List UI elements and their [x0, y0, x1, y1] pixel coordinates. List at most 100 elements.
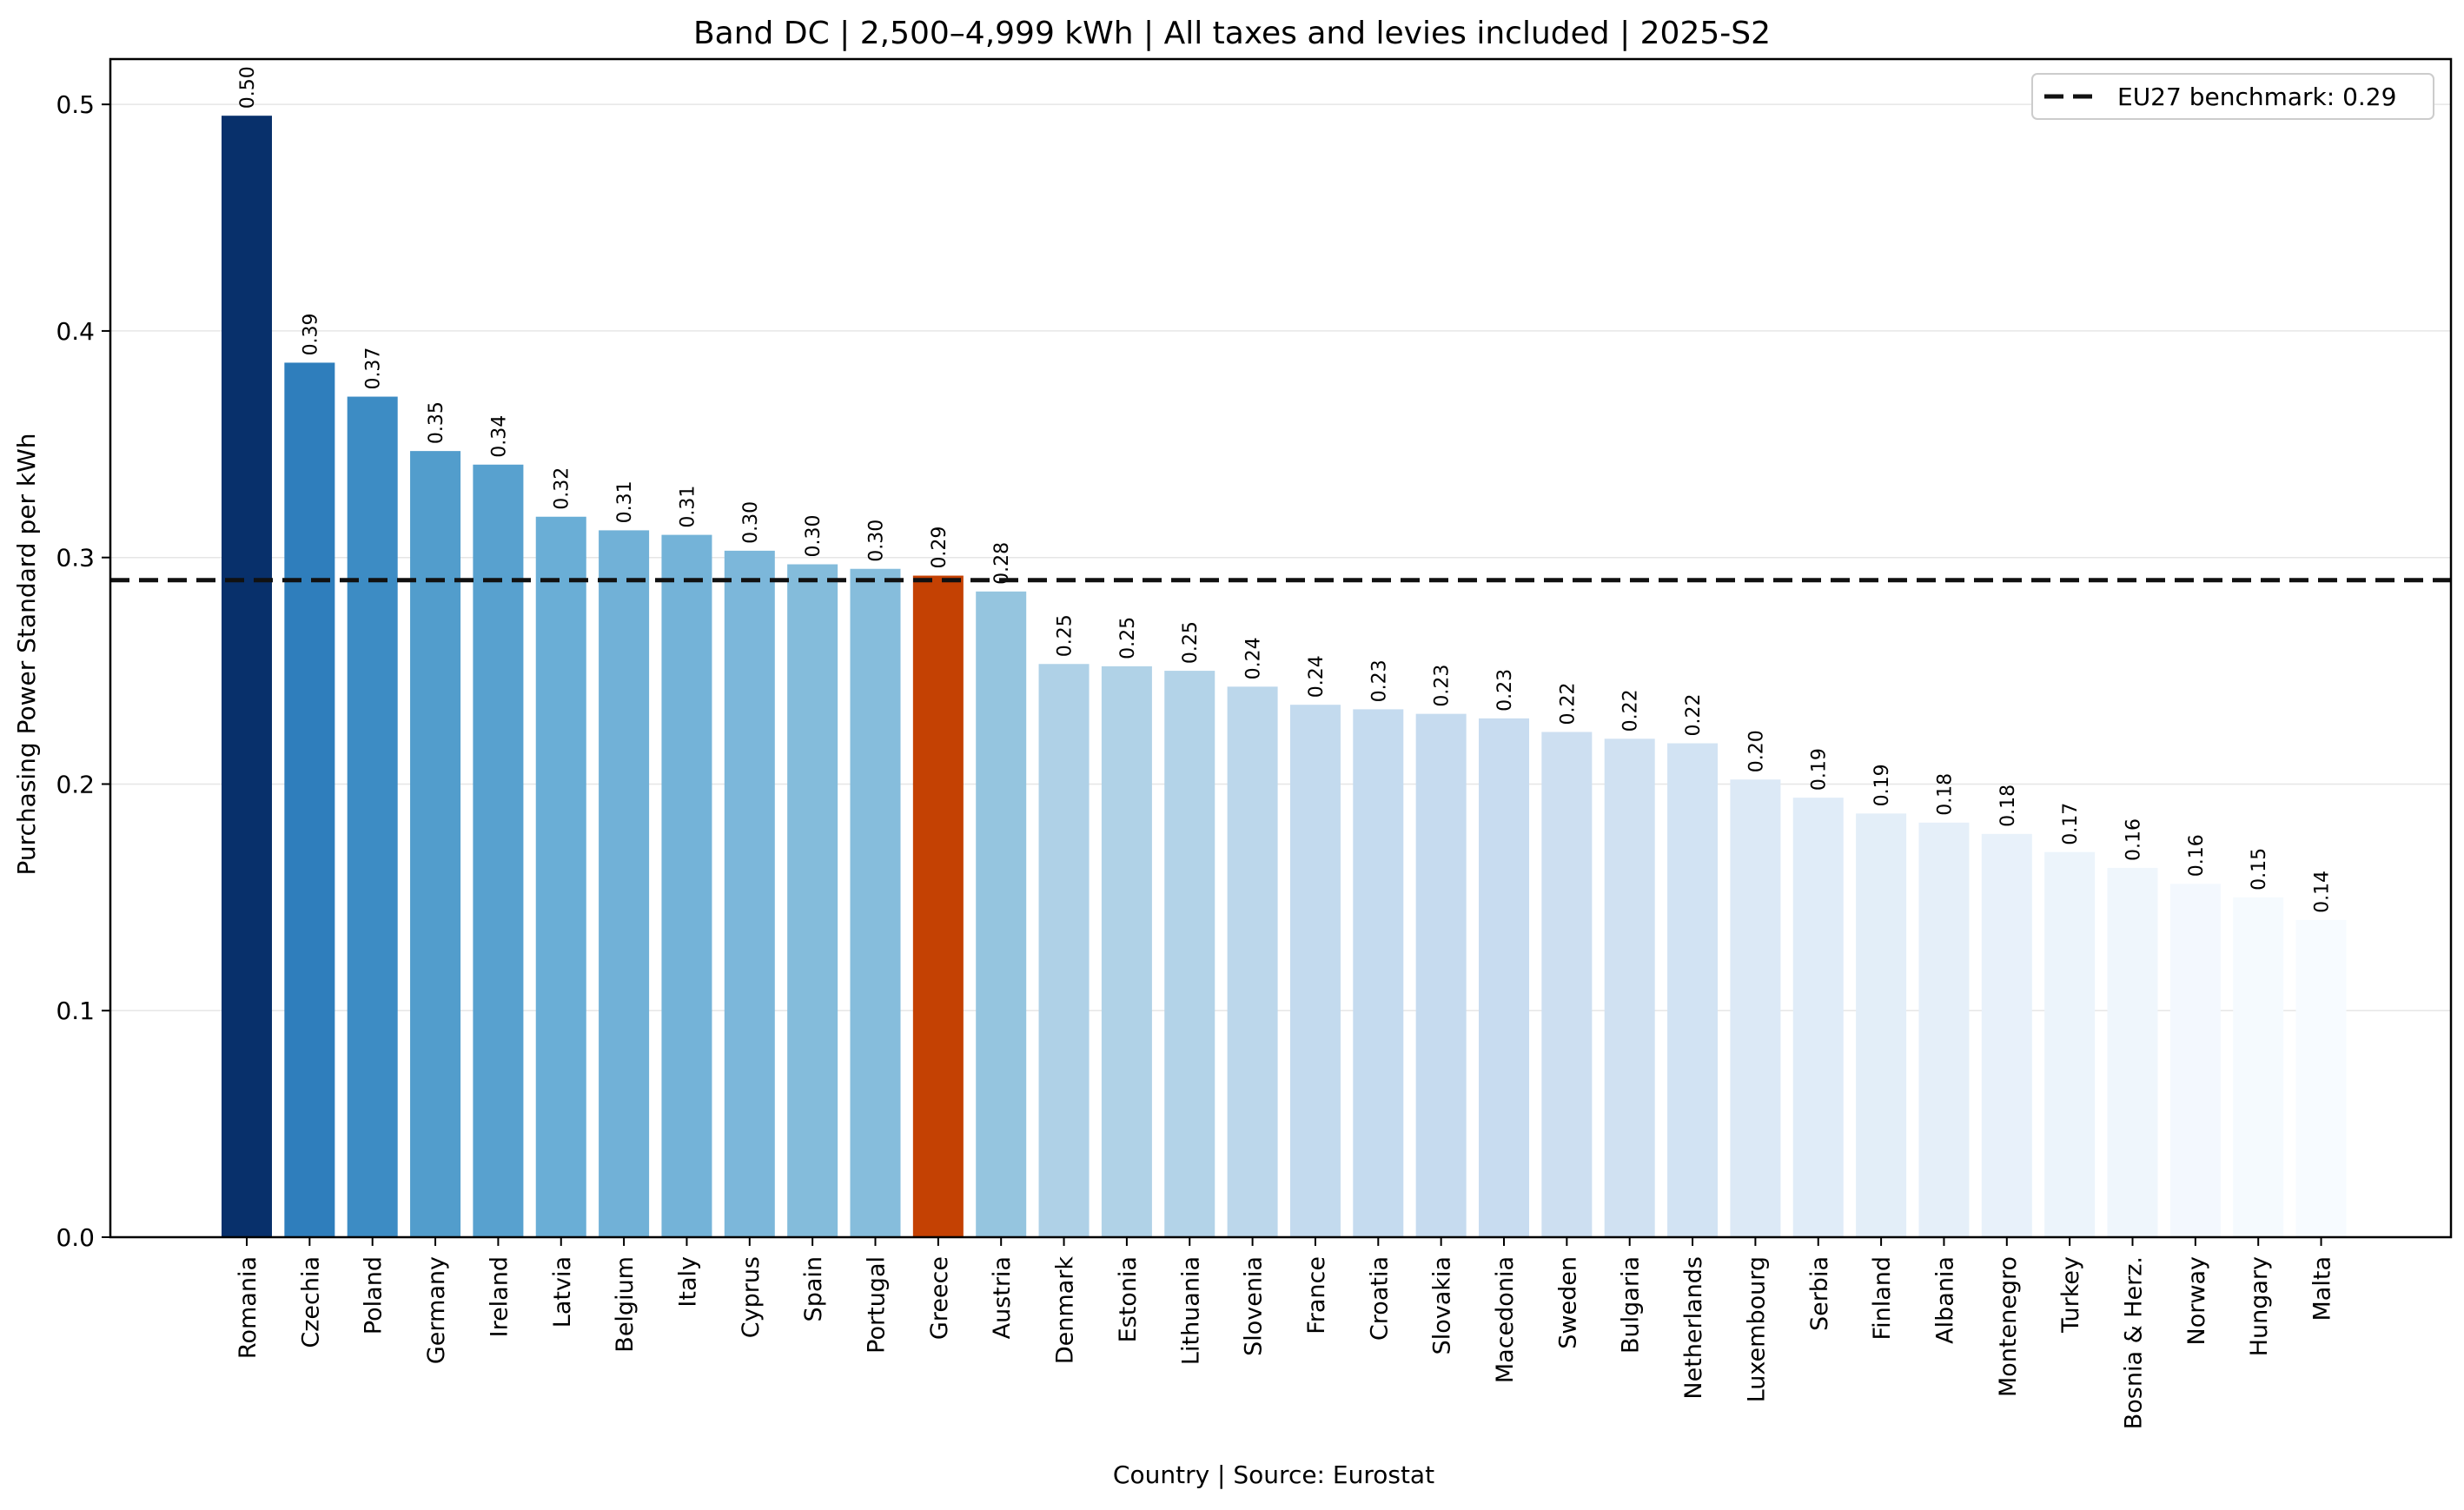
- x-tick-label: Bulgaria: [1618, 1256, 1645, 1354]
- x-tick-label: Greece: [926, 1256, 953, 1340]
- y-tick-label: 0.0: [56, 1223, 95, 1252]
- bar-value-label: 0.22: [1620, 689, 1642, 732]
- bar-value-label: 0.31: [677, 486, 699, 528]
- bar-value-label: 0.24: [1243, 637, 1265, 679]
- x-tick-label: Luxembourg: [1743, 1256, 1770, 1402]
- bar-bulgaria: [1604, 738, 1655, 1237]
- bar-belgium: [599, 530, 650, 1237]
- bar-value-label: 0.50: [237, 66, 259, 109]
- legend-box: [2031, 73, 2434, 120]
- y-axis-label: Purchasing Power Standard per kWh: [12, 433, 41, 875]
- x-tick-label: Montenegro: [1995, 1256, 2022, 1397]
- bar-value-label: 0.25: [1055, 614, 1076, 657]
- bar-value-label: 0.34: [488, 415, 510, 458]
- bar-value-label: 0.30: [866, 520, 888, 562]
- x-tick-label: Romania: [235, 1256, 262, 1359]
- bar-value-label: 0.19: [1809, 748, 1831, 791]
- bar-value-label: 0.31: [614, 480, 636, 523]
- x-axis-ticks: Romania Czechia Poland Germany Ireland Latvia…: [235, 1237, 2336, 1429]
- x-tick-label: Cyprus: [738, 1256, 765, 1338]
- x-tick-label: Bosnia & Herz.: [2121, 1256, 2148, 1429]
- bar-malta: [2295, 919, 2347, 1237]
- y-tick-label: 0.3: [56, 544, 95, 573]
- bar-value-label: 0.24: [1306, 655, 1328, 698]
- y-tick-label: 0.1: [56, 997, 95, 1025]
- bar-italy: [661, 534, 712, 1237]
- x-tick-label: Slovenia: [1241, 1256, 1268, 1356]
- bar-value-label: 0.16: [2186, 834, 2208, 877]
- bar-value-label: 0.15: [2249, 848, 2270, 891]
- bar-serbia: [1792, 798, 1844, 1237]
- chart-title: Band DC | 2,500–4,999 kWh | All taxes an…: [693, 16, 1771, 51]
- x-tick-label: Finland: [1869, 1256, 1896, 1340]
- bar-macedonia: [1479, 718, 1529, 1237]
- y-axis-ticks: 0.0 0.1 0.2 0.3 0.4 0.5: [56, 90, 110, 1252]
- bar-sweden: [1541, 732, 1593, 1237]
- bar-romania: [222, 116, 272, 1238]
- bar-luxembourg: [1730, 779, 1781, 1237]
- bar-value-label: 0.22: [1557, 683, 1579, 725]
- bar-value-label: 0.32: [552, 467, 573, 510]
- bar-ireland: [473, 464, 524, 1237]
- bar-value-label: 0.29: [929, 527, 950, 569]
- bar-france: [1289, 705, 1341, 1237]
- bar-slovakia: [1415, 713, 1467, 1237]
- bar-lithuania: [1164, 671, 1215, 1237]
- x-tick-label: Sweden: [1554, 1256, 1581, 1349]
- bar-finland: [1856, 813, 1907, 1237]
- x-tick-label: Hungary: [2246, 1256, 2273, 1356]
- bar-cyprus: [724, 550, 775, 1237]
- bar-portugal: [850, 568, 901, 1237]
- y-tick-label: 0.5: [56, 90, 95, 119]
- bar-value-label: 0.23: [1368, 659, 1390, 702]
- bar-value-label: 0.17: [2060, 803, 2082, 845]
- x-tick-label: Latvia: [549, 1256, 576, 1328]
- bar-germany: [410, 451, 461, 1237]
- bar-value-label: 0.23: [1432, 665, 1454, 707]
- x-tick-label: Portugal: [864, 1256, 891, 1354]
- x-tick-label: Albania: [1931, 1256, 1958, 1344]
- bar-value-label: 0.14: [2312, 871, 2334, 913]
- x-tick-label: Denmark: [1052, 1256, 1079, 1364]
- x-tick-label: Macedonia: [1492, 1256, 1519, 1383]
- bar-value-label: 0.18: [1997, 785, 2019, 827]
- bar-value-label: 0.19: [1871, 764, 1893, 806]
- bar-value-label: 0.30: [740, 501, 762, 544]
- bars: [222, 116, 2347, 1238]
- bar-greece: [912, 575, 964, 1237]
- bar-austria: [976, 591, 1027, 1237]
- y-tick-label: 0.4: [56, 317, 95, 346]
- x-tick-label: Spain: [800, 1256, 827, 1321]
- x-tick-label: Turkey: [2057, 1256, 2084, 1334]
- x-tick-label: Slovakia: [1429, 1256, 1456, 1354]
- bar-value-label: 0.25: [1117, 617, 1139, 659]
- bar-spain: [787, 564, 838, 1237]
- bar-value-label: 0.25: [1180, 621, 1202, 664]
- bar-value-label: 0.37: [363, 348, 385, 390]
- bar-value-label: 0.18: [1934, 773, 1956, 816]
- bar-value-label: 0.16: [2123, 818, 2145, 861]
- bar-croatia: [1353, 709, 1404, 1237]
- x-tick-label: Austria: [989, 1256, 1016, 1339]
- x-tick-label: Norway: [2183, 1256, 2210, 1345]
- bar-norway: [2169, 884, 2221, 1237]
- x-tick-label: Lithuania: [1177, 1256, 1204, 1365]
- y-tick-label: 0.2: [56, 770, 95, 798]
- bar-value-label: 0.20: [1745, 730, 1767, 772]
- bar-poland: [347, 396, 398, 1237]
- bar-value-label: 0.35: [426, 401, 447, 444]
- bar-turkey: [2044, 851, 2096, 1237]
- bar-montenegro: [1981, 833, 2032, 1237]
- x-axis-label: Country | Source: Eurostat: [1113, 1460, 1434, 1489]
- x-tick-label: Germany: [423, 1256, 450, 1364]
- bar-bosnia-herz: [2107, 867, 2158, 1237]
- bar-value-label: 0.30: [803, 515, 825, 558]
- x-tick-label: Czechia: [297, 1256, 324, 1348]
- bar-albania: [1918, 822, 1970, 1237]
- x-tick-label: Malta: [2309, 1256, 2336, 1321]
- bar-value-label: 0.28: [991, 542, 1013, 585]
- bar-value-label: 0.22: [1683, 694, 1705, 737]
- bar-value-label: 0.39: [300, 313, 321, 355]
